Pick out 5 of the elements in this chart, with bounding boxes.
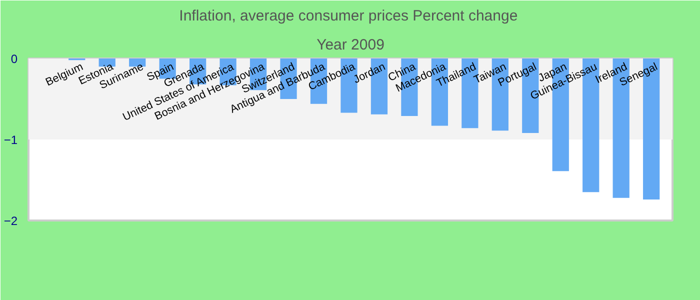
- y-tick-label: −1: [4, 133, 18, 147]
- chart-title: Inflation, average consumer prices Percent change: [179, 8, 518, 24]
- y-tick-label: 0: [10, 52, 18, 66]
- chart-subtitle: Year 2009: [316, 36, 384, 54]
- y-tick-label: −2: [4, 214, 18, 228]
